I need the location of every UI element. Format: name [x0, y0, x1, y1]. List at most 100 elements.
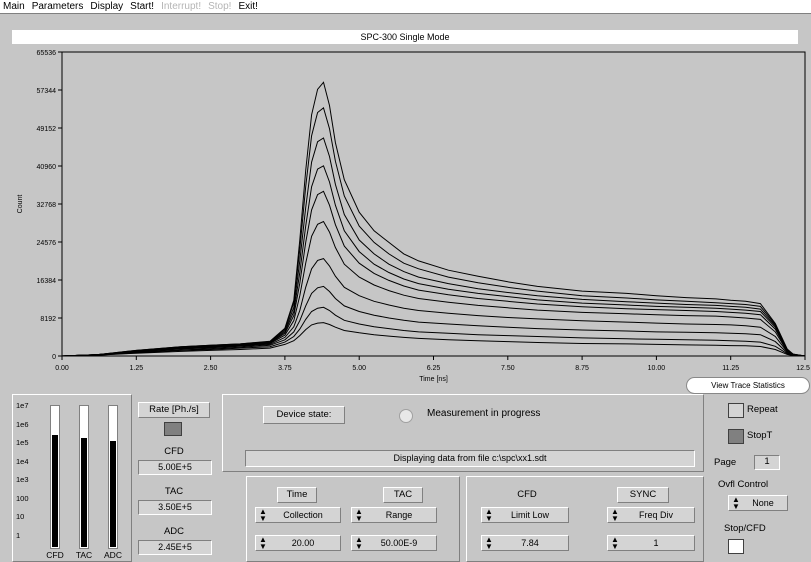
tac-header: TAC	[383, 487, 423, 503]
time-tac-controls: Time TAC ▲ ▼ Collection ▲ ▼ Range ▲ ▼ 20.00…	[246, 476, 460, 562]
x-tick-label: 8.75	[575, 365, 589, 372]
y-tick-label: 24576	[37, 240, 57, 247]
y-axis-label: Count	[17, 195, 24, 214]
tac-value-input[interactable]: ▲ ▼ 50.00E-9	[351, 535, 437, 551]
cfd-rate-label: CFD	[164, 446, 184, 457]
bar-scale-tick: 1e4	[16, 456, 29, 466]
spin-arrows-icon[interactable]: ▲ ▼	[611, 535, 619, 551]
state-led-icon	[399, 409, 413, 423]
rate-bars-panel: 1e7 1e6 1e5 1e4 1e3 100 10 1 CFD TAC ADC	[12, 394, 132, 562]
rate-bar-label: ADC	[104, 550, 122, 560]
x-tick-label: 12.50	[796, 365, 810, 372]
bar-scale-tick: 1	[16, 530, 21, 540]
cfd-header: CFD	[517, 489, 537, 500]
page-value[interactable]: 1	[754, 455, 780, 470]
spin-arrows-icon[interactable]: ▲ ▼	[355, 535, 363, 551]
decay-curve-6	[61, 220, 806, 357]
y-tick-label: 32768	[37, 202, 57, 209]
y-tick-label: 0	[52, 354, 56, 361]
bar-scale-tick: 1e6	[16, 419, 29, 429]
rate-bar-fill-adc	[110, 440, 116, 547]
decay-curve-8	[61, 285, 806, 357]
rate-bar-adc	[108, 405, 118, 549]
spin-arrows-icon[interactable]: ▲ ▼	[259, 535, 267, 551]
device-state-label: Device state:	[263, 406, 345, 424]
bar-scale-tick: 100	[16, 493, 29, 503]
x-tick-label: 1.25	[129, 365, 143, 372]
x-tick-label: 3.75	[278, 365, 292, 372]
cfd-value-input[interactable]: ▲ ▼ 7.84	[481, 535, 569, 551]
device-state-text: Measurement in progress	[427, 408, 541, 419]
spin-arrows-icon[interactable]: ▲ ▼	[732, 495, 740, 511]
ovfl-control-select[interactable]: ▲ ▼ None	[728, 495, 788, 511]
rate-panel: Rate [Ph./s] CFD 5.00E+5 TAC 3.50E+5 ADC…	[132, 394, 216, 560]
time-header: Time	[277, 487, 317, 503]
cfd-rate-value: 5.00E+5	[138, 460, 212, 475]
right-panel: Repeat StopT Page 1 Ovfl Control ▲ ▼ None…	[706, 394, 811, 560]
cfd-mode-select[interactable]: ▲ ▼ Limit Low	[481, 507, 569, 523]
decay-chart[interactable]: 0 8192 16384 24576 32768 40960 49152 57344 65536…	[12, 44, 810, 392]
view-trace-statistics-tooltip[interactable]: View Trace Statistics	[686, 377, 810, 394]
decay-curve-4	[61, 165, 806, 357]
repeat-checkbox[interactable]	[728, 403, 744, 418]
tac-mode-select[interactable]: ▲ ▼ Range	[351, 507, 437, 523]
adc-rate-value: 2.45E+5	[138, 540, 212, 555]
menu-item-exit[interactable]: Exit!	[238, 1, 258, 12]
y-tick-label: 16384	[37, 278, 57, 285]
y-tick-label: 65536	[37, 50, 57, 57]
spin-arrows-icon[interactable]: ▲ ▼	[611, 507, 619, 523]
rate-bar-tac	[79, 405, 89, 549]
status-panel: Device state: Measurement in progress Di…	[222, 394, 704, 472]
x-tick-label: 10.00	[648, 365, 666, 372]
decay-curve-10	[61, 322, 806, 357]
spin-arrows-icon[interactable]: ▲ ▼	[485, 535, 493, 551]
menu-bar: Main Parameters Display Start! Interrupt! Sto…	[0, 0, 811, 13]
x-tick-label: 11.25	[722, 365, 739, 372]
stop-cfd-checkbox[interactable]	[728, 539, 744, 554]
rate-bar-fill-tac	[81, 437, 87, 547]
menu-item-stop: Stop!	[208, 1, 232, 12]
time-value-input[interactable]: ▲ ▼ 20.00	[255, 535, 341, 551]
ovfl-control-label: Ovfl Control	[718, 479, 769, 490]
decay-curve-7	[61, 258, 806, 357]
x-tick-label: 7.50	[501, 365, 515, 372]
rate-bar-fill-cfd	[52, 435, 58, 547]
status-message: Displaying data from file c:\spc\xx1.sdt	[245, 450, 695, 467]
adc-rate-label: ADC	[163, 526, 185, 537]
y-tick-label: 8192	[40, 316, 56, 323]
sync-mode-select[interactable]: ▲ ▼ Freq Div	[607, 507, 695, 523]
sync-header: SYNC	[617, 487, 669, 503]
x-tick-label: 0.00	[55, 365, 69, 372]
decay-chart-svg: 0 8192 16384 24576 32768 40960 49152 57344 65536…	[17, 50, 810, 383]
rate-bar-label: TAC	[75, 550, 93, 560]
stopt-checkbox[interactable]	[728, 429, 744, 444]
y-tick-label: 49152	[37, 126, 57, 133]
sync-value-input[interactable]: ▲ ▼ 1	[607, 535, 695, 551]
spin-arrows-icon[interactable]: ▲ ▼	[355, 507, 363, 523]
x-tick-label: 2.50	[204, 365, 218, 372]
window-title: SPC-300 Single Mode	[12, 30, 798, 44]
spin-arrows-icon[interactable]: ▲ ▼	[259, 507, 267, 523]
spin-arrows-icon[interactable]: ▲ ▼	[485, 507, 493, 523]
decay-curve-2	[61, 106, 806, 357]
x-axis-label: Time [ns]	[419, 376, 448, 383]
menu-item-start[interactable]: Start!	[130, 1, 155, 12]
menu-item-display[interactable]: Display	[90, 1, 124, 12]
menu-item-interrupt: Interrupt!	[161, 1, 202, 12]
time-mode-select[interactable]: ▲ ▼ Collection	[255, 507, 341, 523]
y-tick-label: 57344	[37, 88, 57, 95]
bar-scale-tick: 1e5	[16, 438, 29, 447]
page-label: Page	[714, 457, 737, 468]
decay-curve-9	[61, 306, 806, 357]
plot-frame	[61, 51, 806, 357]
menu-item-parameters[interactable]: Parameters	[31, 1, 84, 12]
bar-scale-tick: 1e3	[16, 475, 29, 484]
rate-indicator-icon	[164, 422, 182, 436]
stopt-label: StopT	[747, 430, 773, 441]
tac-rate-label: TAC	[164, 486, 184, 497]
menu-item-main[interactable]: Main	[3, 1, 25, 12]
repeat-label: Repeat	[747, 404, 778, 415]
x-tick-label: 5.00	[352, 365, 366, 372]
rate-title: Rate [Ph./s]	[138, 402, 210, 418]
menu-separator	[0, 13, 811, 14]
